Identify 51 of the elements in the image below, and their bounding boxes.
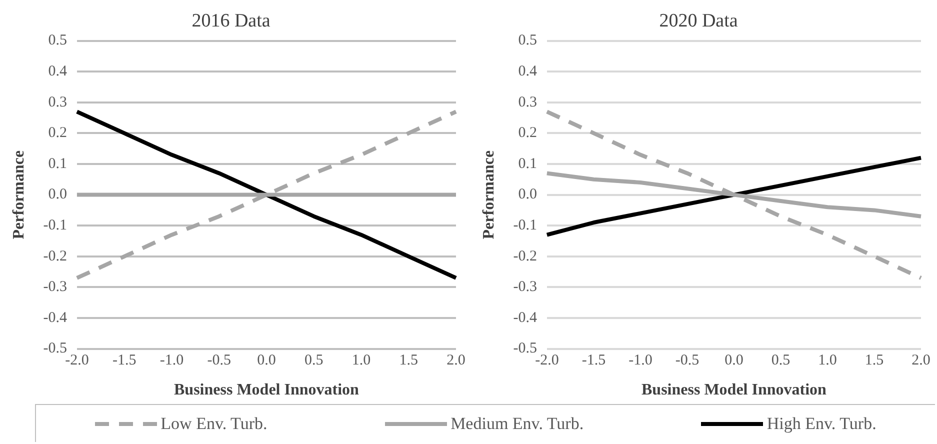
y-tick-label: -0.3: [43, 279, 67, 296]
y-tick-label: 0.4: [518, 64, 538, 80]
y-tick-label: -0.1: [43, 218, 67, 234]
legend-label: Low Env. Turb.: [160, 414, 268, 434]
x-tick-label: -1.5: [112, 352, 136, 369]
y-tick-label: 0.5: [48, 32, 67, 49]
y-tick-label: 0.5: [518, 32, 537, 49]
legend-label: High Env. Turb.: [766, 414, 876, 434]
x-tick-label: -1.0: [160, 352, 184, 369]
line-series: [74, 110, 458, 280]
x-axis-title: Business Model Innovation: [174, 382, 360, 399]
x-tick-label: 1.0: [352, 352, 371, 369]
y-tick-label: -0.4: [43, 310, 68, 326]
x-tick-label: 1.5: [864, 352, 884, 369]
y-tick-label: 0.0: [518, 186, 537, 203]
y-tick-label: 0.3: [48, 94, 67, 110]
y-tick-label: 0.2: [48, 125, 67, 142]
line-series: [544, 110, 923, 280]
x-tick-label: -1.5: [582, 352, 606, 369]
y-tick-label: -0.2: [513, 248, 537, 264]
x-tick-label: 0.5: [771, 352, 790, 369]
y-tick-label: 0.2: [518, 125, 537, 142]
y-tick-label: -0.2: [43, 248, 67, 264]
x-tick-label: -0.5: [207, 352, 231, 369]
x-tick-label: -0.5: [675, 352, 700, 369]
y-tick-label: -0.5: [513, 340, 537, 357]
x-tick-label: 1.0: [818, 352, 837, 369]
x-tick-label: -2.0: [65, 352, 89, 369]
x-tick-label: -1.0: [628, 352, 652, 369]
y-tick-label: 0.1: [48, 156, 67, 172]
x-tick-label: 0.0: [724, 352, 744, 369]
x-tick-label: 0.5: [304, 352, 324, 369]
y-tick-label: -0.4: [513, 310, 538, 326]
chart-title: 2016 Data: [192, 10, 271, 32]
y-tick-label: 0.1: [518, 156, 537, 172]
x-axis-title: Business Model Innovation: [642, 382, 827, 399]
y-tick-label: 0.4: [48, 64, 68, 80]
y-tick-label: 0.3: [518, 94, 537, 110]
y-tick-label: 0.0: [48, 186, 67, 203]
y-tick-label: -0.3: [513, 279, 537, 296]
y-axis-title: Performance: [480, 150, 498, 240]
y-tick-label: -0.5: [43, 340, 67, 357]
x-tick-label: 2.0: [912, 352, 930, 369]
y-axis-title: Performance: [10, 150, 28, 240]
y-tick-label: -0.1: [513, 218, 537, 234]
x-tick-label: -2.0: [535, 352, 559, 369]
x-tick-label: 0.0: [257, 352, 276, 369]
x-tick-label: 1.5: [399, 352, 418, 369]
legend-label: Medium Env. Turb.: [450, 414, 584, 434]
x-tick-label: 2.0: [446, 352, 466, 369]
chart-title: 2020 Data: [659, 10, 738, 32]
